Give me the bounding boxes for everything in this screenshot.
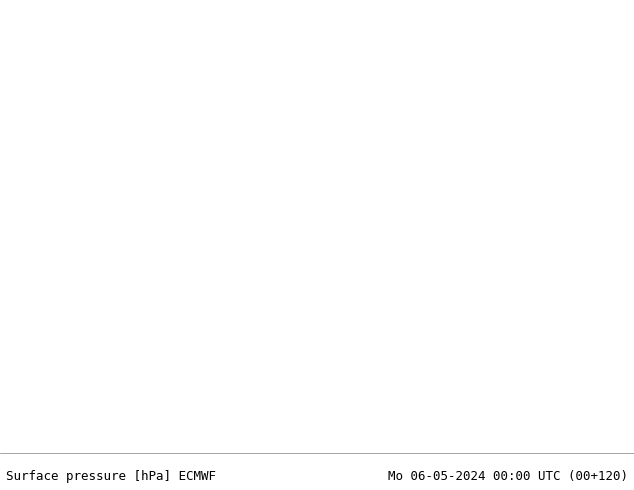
Text: Surface pressure [hPa] ECMWF: Surface pressure [hPa] ECMWF	[6, 470, 216, 483]
Text: Mo 06-05-2024 00:00 UTC (00+120): Mo 06-05-2024 00:00 UTC (00+120)	[387, 470, 628, 483]
